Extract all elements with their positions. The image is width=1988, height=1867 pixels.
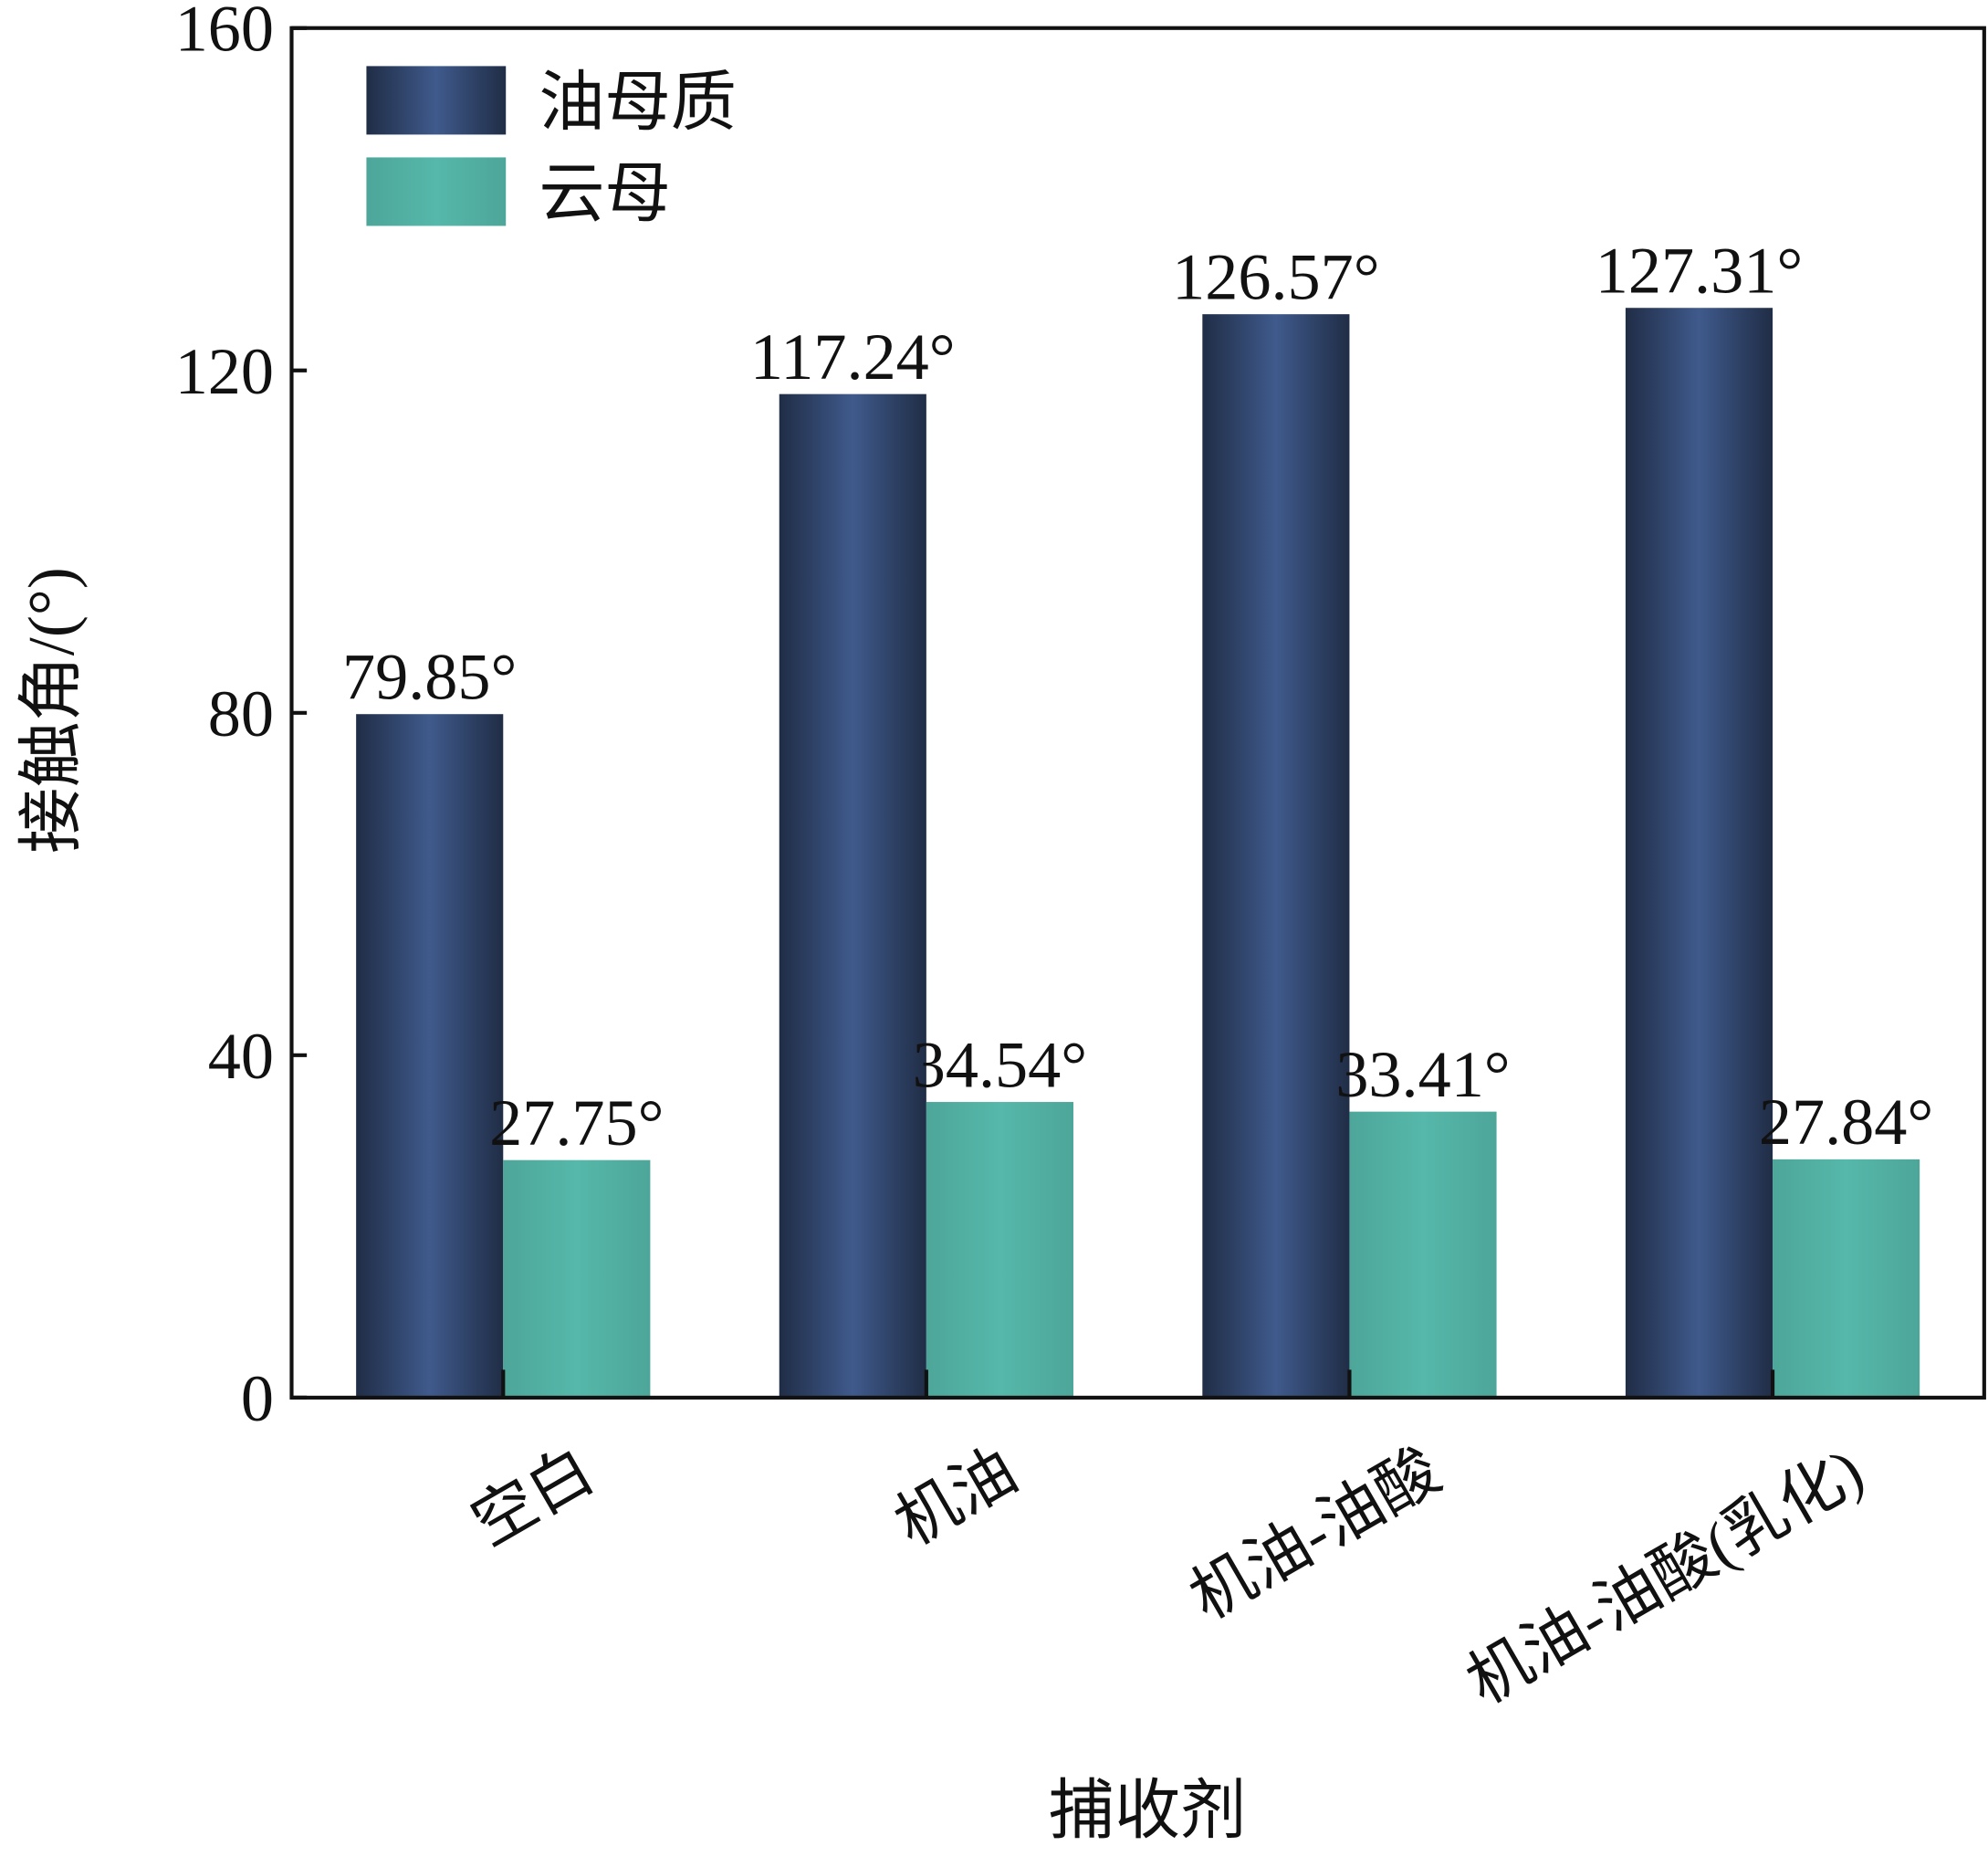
x-tick-label: 机油-油酸(乳化): [1456, 1436, 1875, 1719]
legend-label: 云母: [539, 157, 670, 230]
value-label: 34.54°: [913, 1028, 1087, 1101]
plot-frame: [289, 26, 1986, 1400]
y-axis-label: 接触角/(°): [16, 567, 89, 854]
y-tick-label: 160: [175, 0, 274, 66]
bar: [503, 1159, 651, 1398]
value-label: 126.57°: [1172, 241, 1379, 314]
legend-label: 油母质: [539, 66, 737, 139]
bar: [1349, 1111, 1497, 1398]
value-label: 27.84°: [1759, 1086, 1933, 1159]
legend-swatch: [366, 157, 507, 226]
value-label: 79.85°: [342, 641, 517, 714]
legend-swatch: [366, 66, 507, 135]
y-tick-label: 120: [175, 335, 274, 408]
y-tick-label: 0: [241, 1362, 274, 1435]
x-tick-label: 空白: [461, 1436, 606, 1560]
y-tick-label: 40: [208, 1020, 274, 1093]
x-axis-label: 捕收剂: [1049, 1774, 1247, 1847]
value-label: 127.31°: [1596, 235, 1803, 308]
value-label: 33.41°: [1335, 1038, 1510, 1111]
bar: [1773, 1159, 1920, 1398]
bar: [1202, 314, 1350, 1398]
bar: [356, 714, 504, 1398]
bar: [1625, 308, 1774, 1398]
bar: [926, 1102, 1073, 1398]
y-tick-label: 80: [208, 677, 274, 750]
x-tick-label: 机油: [884, 1436, 1029, 1560]
value-label: 27.75°: [489, 1086, 664, 1159]
value-label: 117.24°: [750, 320, 956, 393]
x-tick-label: 机油-油酸: [1179, 1436, 1452, 1634]
bar: [779, 393, 926, 1398]
